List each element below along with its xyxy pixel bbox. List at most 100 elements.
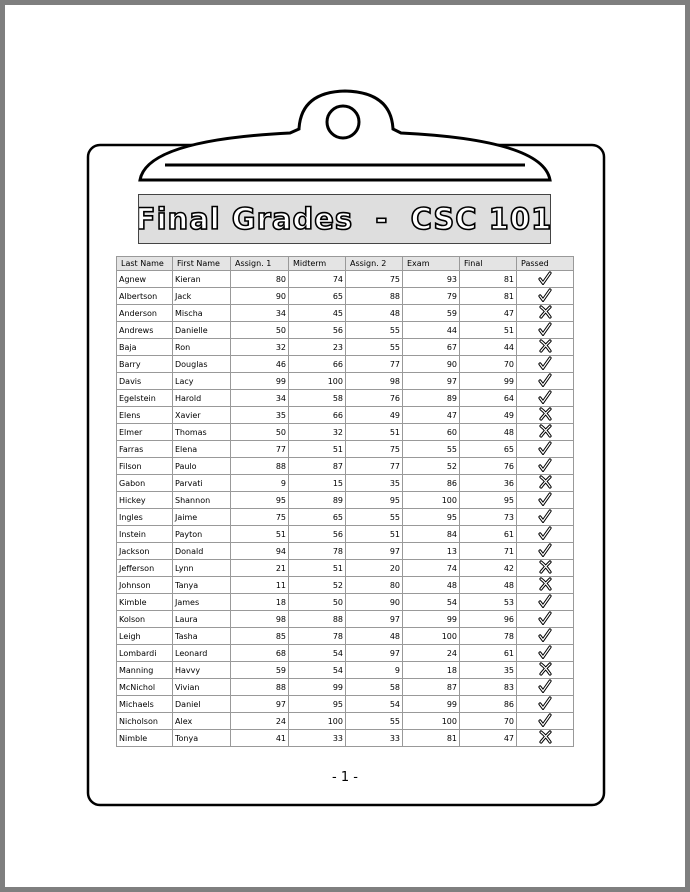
table-cell: Filson [116, 457, 173, 475]
table-row: Manning Havvy 59 54 9 18 35 [116, 661, 574, 679]
table-cell: 88 [230, 457, 289, 475]
table-cell: 99 [459, 372, 517, 390]
table-cell: McNichol [116, 678, 173, 696]
table-cell: 15 [288, 474, 346, 492]
table-cell: 80 [230, 270, 289, 288]
table-cell: Xavier [172, 406, 231, 424]
table-cell: 42 [459, 559, 517, 577]
column-header: Final [459, 256, 517, 271]
table-cell: Elena [172, 440, 231, 458]
passed-icon [538, 271, 552, 286]
table-cell: 45 [288, 304, 346, 322]
table-cell: 59 [402, 304, 460, 322]
table-cell: 75 [345, 440, 403, 458]
table-cell: Tonya [172, 729, 231, 747]
column-header: Passed [516, 256, 574, 271]
table-cell: 55 [345, 338, 403, 356]
table-cell: Instein [116, 525, 173, 543]
table-cell: 50 [230, 321, 289, 339]
table-row: Barry Douglas 46 66 77 90 70 [116, 355, 574, 373]
table-cell: Leigh [116, 627, 173, 645]
passed-cell [516, 610, 574, 628]
passed-cell [516, 525, 574, 543]
table-cell: 64 [459, 389, 517, 407]
passed-icon [539, 662, 552, 676]
table-cell: 94 [230, 542, 289, 560]
table-cell: 79 [402, 287, 460, 305]
table-cell: 87 [402, 678, 460, 696]
table-cell: Lacy [172, 372, 231, 390]
passed-cell [516, 355, 574, 373]
table-cell: Agnew [116, 270, 173, 288]
passed-icon [538, 441, 552, 456]
table-cell: 78 [288, 627, 346, 645]
column-header: Assign. 1 [230, 256, 289, 271]
table-cell: 51 [345, 423, 403, 441]
table-cell: 70 [459, 355, 517, 373]
table-cell: Paulo [172, 457, 231, 475]
table-cell: 100 [402, 491, 460, 509]
table-cell: 89 [402, 389, 460, 407]
table-cell: Jaime [172, 508, 231, 526]
table-cell: 61 [459, 525, 517, 543]
table-row: Gabon Parvati 9 15 35 86 36 [116, 474, 574, 492]
passed-cell [516, 508, 574, 526]
table-cell: 61 [459, 644, 517, 662]
passed-cell [516, 389, 574, 407]
table-cell: 66 [288, 355, 346, 373]
table-cell: 65 [288, 508, 346, 526]
table-cell: 97 [345, 610, 403, 628]
table-cell: 100 [288, 712, 346, 730]
table-row: Elmer Thomas 50 32 51 60 48 [116, 423, 574, 441]
table-cell: 36 [459, 474, 517, 492]
table-cell: 95 [230, 491, 289, 509]
title: Final Grades - CSC 101 [139, 202, 550, 236]
table-cell: Jack [172, 287, 231, 305]
table-cell: Jackson [116, 542, 173, 560]
table-cell: Shannon [172, 491, 231, 509]
table-cell: Laura [172, 610, 231, 628]
passed-cell [516, 712, 574, 730]
page-number: - 1 - [332, 770, 358, 785]
table-cell: James [172, 593, 231, 611]
table-row: Egelstein Harold 34 58 76 89 64 [116, 389, 574, 407]
grades-table: Last Name First Name Assign. 1 Midterm Assig… [116, 256, 574, 747]
table-cell: 55 [402, 440, 460, 458]
table-row: Filson Paulo 88 87 77 52 76 [116, 457, 574, 475]
table-cell: 70 [459, 712, 517, 730]
table-cell: 24 [402, 644, 460, 662]
table-cell: Kieran [172, 270, 231, 288]
table-cell: 97 [402, 372, 460, 390]
table-cell: 86 [402, 474, 460, 492]
table-cell: 11 [230, 576, 289, 594]
table-cell: 56 [288, 525, 346, 543]
table-cell: 51 [459, 321, 517, 339]
table-row: Agnew Kieran 80 74 75 93 81 [116, 270, 574, 288]
table-cell: Nicholson [116, 712, 173, 730]
passed-cell [516, 695, 574, 713]
table-cell: 33 [345, 729, 403, 747]
table-cell: Kolson [116, 610, 173, 628]
passed-icon [538, 322, 552, 337]
table-cell: Hickey [116, 491, 173, 509]
table-cell: 51 [288, 440, 346, 458]
table-cell: 35 [459, 661, 517, 679]
table-cell: 81 [402, 729, 460, 747]
table-cell: 35 [230, 406, 289, 424]
table-cell: Michaels [116, 695, 173, 713]
table-cell: Alex [172, 712, 231, 730]
table-cell: Leonard [172, 644, 231, 662]
table-cell: Gabon [116, 474, 173, 492]
table-cell: 48 [459, 576, 517, 594]
passed-icon [538, 543, 552, 558]
passed-cell [516, 627, 574, 645]
table-cell: 60 [402, 423, 460, 441]
table-cell: 84 [402, 525, 460, 543]
table-cell: 55 [345, 508, 403, 526]
passed-cell [516, 474, 574, 492]
table-row: Jackson Donald 94 78 97 13 71 [116, 542, 574, 560]
table-cell: 9 [230, 474, 289, 492]
passed-cell [516, 542, 574, 560]
table-cell: 86 [459, 695, 517, 713]
table-cell: Jefferson [116, 559, 173, 577]
